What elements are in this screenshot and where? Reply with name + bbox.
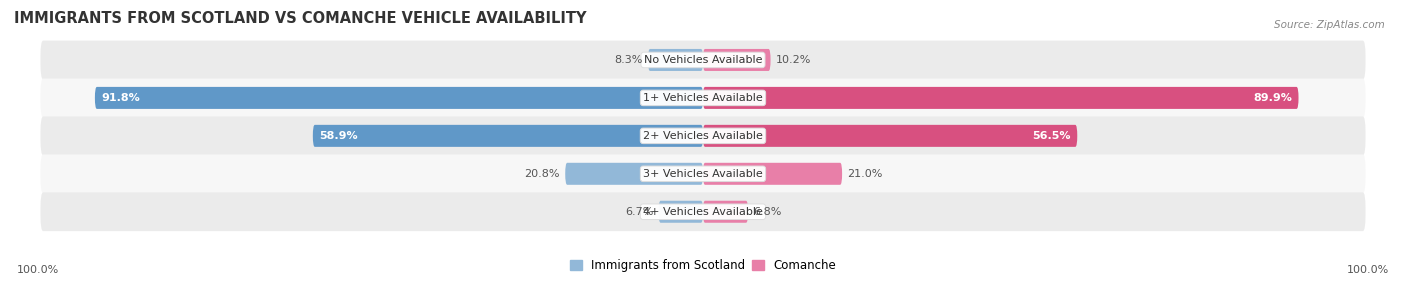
- Text: 10.2%: 10.2%: [776, 55, 811, 65]
- Text: 1+ Vehicles Available: 1+ Vehicles Available: [643, 93, 763, 103]
- Text: 58.9%: 58.9%: [319, 131, 359, 141]
- FancyBboxPatch shape: [41, 116, 1365, 155]
- FancyBboxPatch shape: [312, 125, 703, 147]
- FancyBboxPatch shape: [703, 87, 1299, 109]
- FancyBboxPatch shape: [41, 154, 1365, 193]
- FancyBboxPatch shape: [41, 41, 1365, 79]
- FancyBboxPatch shape: [94, 87, 703, 109]
- FancyBboxPatch shape: [565, 163, 703, 185]
- FancyBboxPatch shape: [41, 79, 1365, 117]
- FancyBboxPatch shape: [703, 49, 770, 71]
- Text: 100.0%: 100.0%: [17, 265, 59, 275]
- FancyBboxPatch shape: [703, 125, 1077, 147]
- Text: 91.8%: 91.8%: [101, 93, 141, 103]
- Legend: Immigrants from Scotland, Comanche: Immigrants from Scotland, Comanche: [569, 259, 837, 272]
- FancyBboxPatch shape: [703, 201, 748, 223]
- FancyBboxPatch shape: [41, 192, 1365, 231]
- Text: IMMIGRANTS FROM SCOTLAND VS COMANCHE VEHICLE AVAILABILITY: IMMIGRANTS FROM SCOTLAND VS COMANCHE VEH…: [14, 11, 586, 26]
- Text: 2+ Vehicles Available: 2+ Vehicles Available: [643, 131, 763, 141]
- Text: 100.0%: 100.0%: [1347, 265, 1389, 275]
- FancyBboxPatch shape: [658, 201, 703, 223]
- Text: 89.9%: 89.9%: [1253, 93, 1292, 103]
- Text: 4+ Vehicles Available: 4+ Vehicles Available: [643, 207, 763, 217]
- FancyBboxPatch shape: [703, 163, 842, 185]
- Text: 21.0%: 21.0%: [848, 169, 883, 179]
- Text: No Vehicles Available: No Vehicles Available: [644, 55, 762, 65]
- Text: 6.8%: 6.8%: [754, 207, 782, 217]
- Text: Source: ZipAtlas.com: Source: ZipAtlas.com: [1274, 20, 1385, 30]
- Text: 56.5%: 56.5%: [1032, 131, 1070, 141]
- Text: 20.8%: 20.8%: [524, 169, 560, 179]
- FancyBboxPatch shape: [648, 49, 703, 71]
- Text: 8.3%: 8.3%: [614, 55, 643, 65]
- Text: 3+ Vehicles Available: 3+ Vehicles Available: [643, 169, 763, 179]
- Text: 6.7%: 6.7%: [624, 207, 654, 217]
